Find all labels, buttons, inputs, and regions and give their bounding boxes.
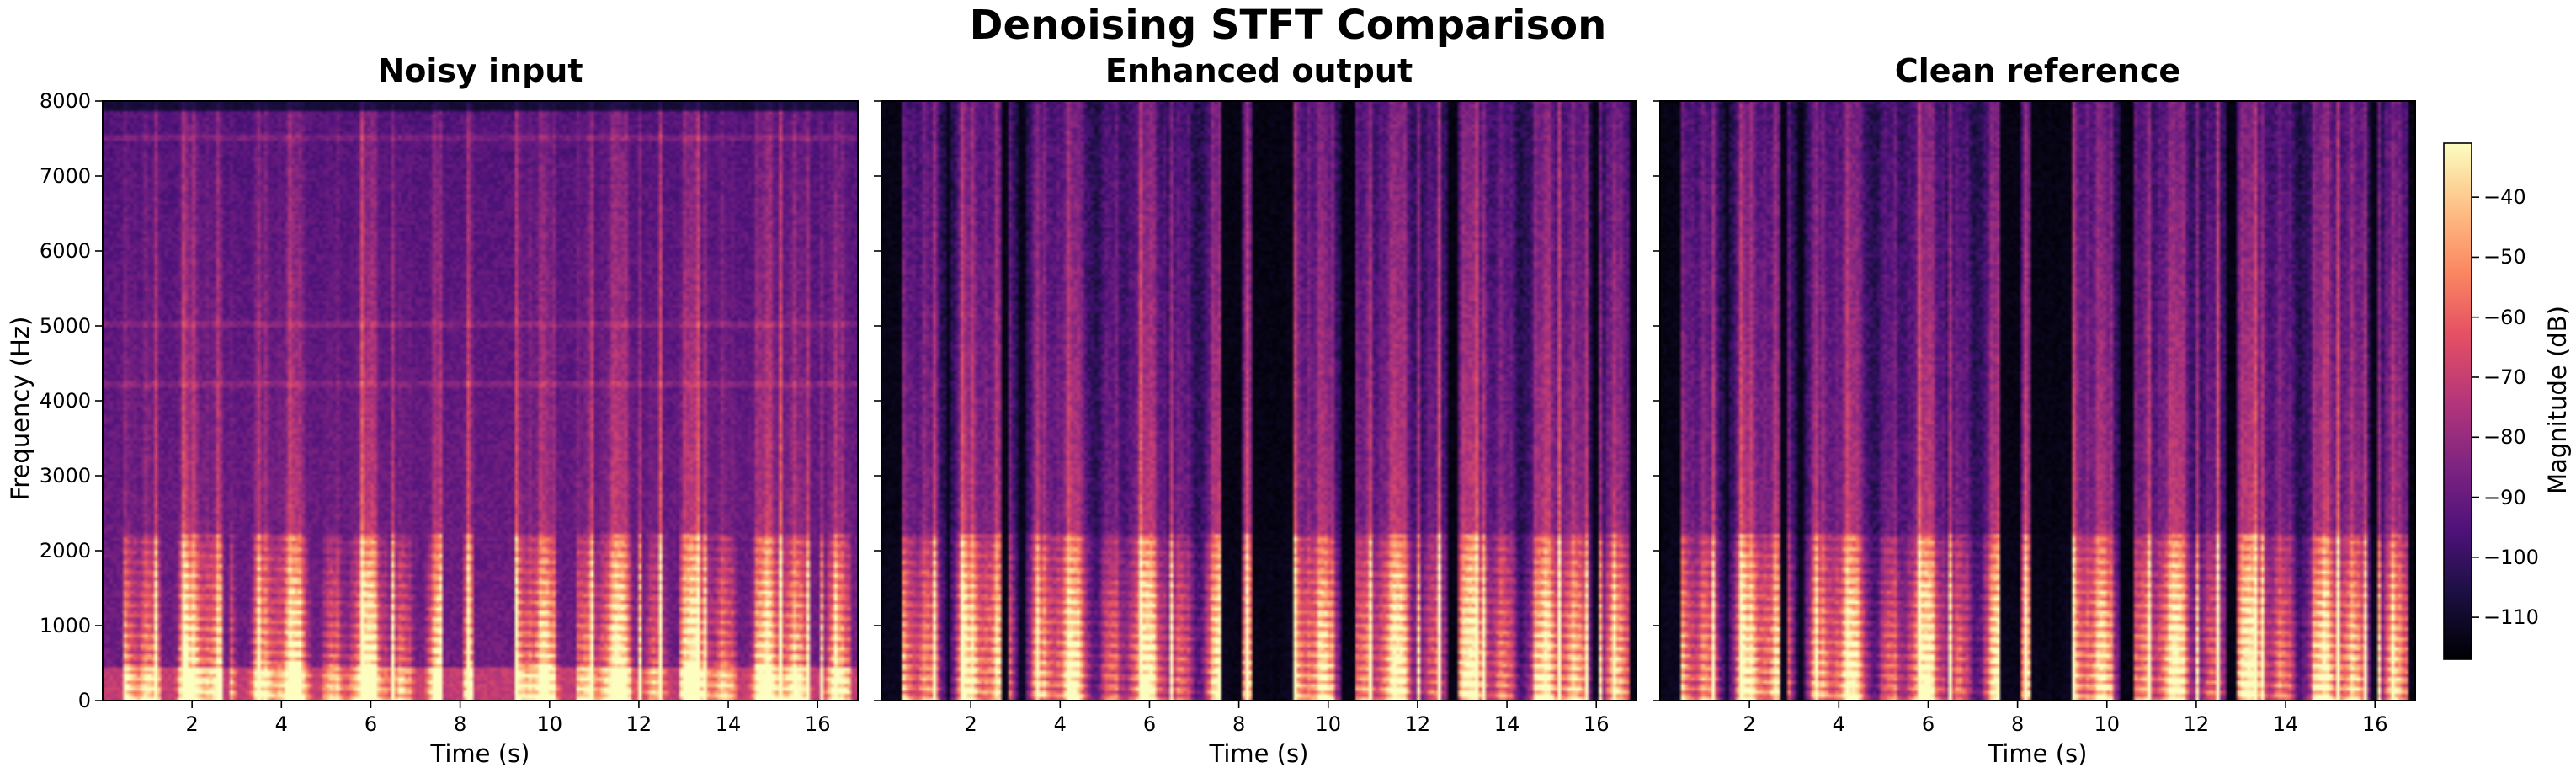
x-tick-label: 10: [536, 712, 563, 736]
x-tick-label: 2: [1743, 712, 1756, 736]
y-tick-label: 7000: [39, 164, 91, 188]
y-tick-label: 1000: [39, 614, 91, 637]
y-tick-label: 2000: [39, 539, 91, 562]
colorbar-tick-label: −60: [2483, 305, 2526, 329]
x-axis-label: Time (s): [1209, 739, 1309, 768]
x-tick-label: 4: [1832, 712, 1845, 736]
y-tick-label: 8000: [39, 89, 91, 113]
x-tick-label: 10: [1315, 712, 1342, 736]
spectrogram-image: [1660, 101, 2415, 701]
x-tick-label: 16: [804, 712, 831, 736]
x-tick-label: 4: [274, 712, 288, 736]
x-tick-label: 6: [1921, 712, 1935, 736]
colorbar-tick-label: −90: [2483, 485, 2526, 509]
x-tick-label: 8: [2010, 712, 2025, 736]
x-tick-label: 14: [1493, 712, 1520, 736]
y-tick-label: 4000: [39, 389, 91, 413]
plot-frame: [1659, 100, 2416, 701]
x-tick-label: 6: [364, 712, 378, 736]
colorbar-frame: [2443, 142, 2472, 660]
panel-title: Enhanced output: [1104, 52, 1413, 89]
colorbar-tick-label: −110: [2483, 605, 2539, 630]
x-tick-label: 8: [453, 712, 467, 736]
colorbar-tick-label: −100: [2483, 545, 2539, 569]
colorbar-tick-label: −40: [2483, 185, 2526, 210]
x-tick-label: 6: [1142, 712, 1157, 736]
x-tick-label: 4: [1053, 712, 1067, 736]
plot-frame: [102, 100, 859, 701]
x-tick-label: 2: [185, 712, 199, 736]
x-tick-label: 10: [2094, 712, 2121, 736]
x-tick-label: 16: [1583, 712, 1610, 736]
x-tick-label: 8: [1232, 712, 1246, 736]
colorbar-tick-label: −80: [2483, 425, 2526, 450]
x-tick-label: 14: [715, 712, 742, 736]
colorbar-tick-label: −50: [2483, 245, 2526, 269]
panel-title: Clean reference: [1894, 52, 2181, 89]
x-tick-label: 12: [1404, 712, 1431, 736]
spectrogram-image: [881, 101, 1637, 701]
y-tick-label: 3000: [39, 464, 91, 488]
y-tick-label: 6000: [39, 239, 91, 263]
y-axis-label: Frequency (Hz): [6, 316, 35, 501]
x-tick-label: 2: [964, 712, 977, 736]
x-tick-label: 16: [2361, 712, 2388, 736]
y-tick-label: 5000: [39, 314, 91, 338]
colorbar: [2444, 143, 2472, 659]
x-axis-label: Time (s): [430, 739, 530, 768]
figure-title: Denoising STFT Comparison: [969, 2, 1607, 49]
x-tick-label: 14: [2272, 712, 2299, 736]
panel-title: Noisy input: [377, 52, 583, 89]
x-axis-label: Time (s): [1988, 739, 2088, 768]
colorbar-label: Magnitude (dB): [2543, 306, 2572, 494]
x-tick-label: 12: [2183, 712, 2210, 736]
plot-frame: [881, 100, 1637, 701]
spectrogram-image: [103, 101, 858, 701]
colorbar-tick-label: −70: [2483, 365, 2526, 389]
y-tick-label: 0: [77, 689, 91, 712]
x-tick-label: 12: [625, 712, 652, 736]
